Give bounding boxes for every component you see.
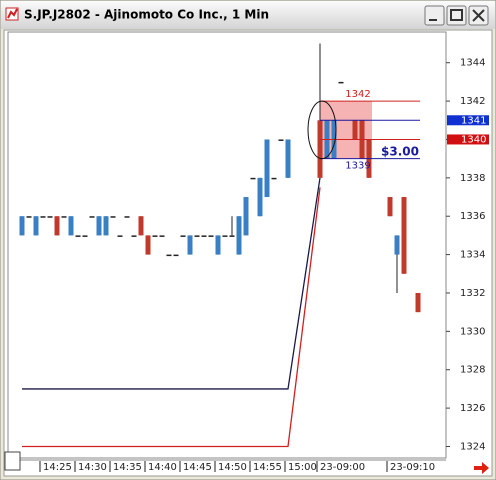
candle-body bbox=[243, 197, 249, 236]
candle-body bbox=[152, 235, 158, 237]
app-icon bbox=[5, 7, 19, 21]
candle-body bbox=[33, 216, 39, 236]
y-tick-label: 1324 bbox=[460, 441, 485, 452]
candle-body bbox=[82, 235, 88, 237]
candle-body bbox=[68, 216, 74, 236]
title-bar bbox=[1, 1, 495, 29]
candle-body bbox=[264, 139, 270, 198]
y-tick-label: 1344 bbox=[460, 58, 485, 69]
x-tick-label: 14:30 bbox=[78, 462, 107, 473]
y-tick-label: 1338 bbox=[460, 173, 485, 184]
candle-body bbox=[145, 235, 151, 255]
indicator-line bbox=[22, 177, 321, 390]
minimize-button[interactable] bbox=[424, 5, 445, 26]
x-tick-label: 23-09:10 bbox=[390, 462, 435, 473]
maximize-button[interactable] bbox=[446, 5, 467, 26]
x-tick-label: 14:25 bbox=[43, 462, 72, 473]
candle-body bbox=[338, 81, 344, 84]
candle-body bbox=[159, 235, 165, 237]
candle-body bbox=[415, 292, 421, 313]
x-tick-label: 14:40 bbox=[148, 462, 177, 473]
candle-body bbox=[229, 235, 235, 237]
candle-body bbox=[124, 216, 130, 218]
y-tick-label: 1334 bbox=[460, 250, 485, 261]
candle-body bbox=[166, 254, 172, 257]
candle-body bbox=[278, 139, 284, 141]
candle-body bbox=[208, 235, 214, 237]
candle-body bbox=[387, 197, 393, 217]
candle-body bbox=[75, 235, 81, 237]
candle-body bbox=[187, 235, 193, 255]
x-tick-label: 14:35 bbox=[113, 462, 142, 473]
candle-body bbox=[236, 216, 242, 255]
candle-body bbox=[194, 235, 200, 237]
candle-body bbox=[173, 254, 179, 257]
y-tick-label: 1332 bbox=[460, 288, 485, 299]
price-marker-label: 1340 bbox=[461, 134, 486, 145]
x-tick-label: 23-09:00 bbox=[320, 462, 365, 473]
price-marker bbox=[447, 115, 489, 126]
y-tick-label: 1336 bbox=[460, 211, 485, 222]
candle-body bbox=[61, 216, 67, 218]
x-tick-label: 14:45 bbox=[183, 462, 212, 473]
order-label: 1339 bbox=[345, 161, 370, 172]
candle-body bbox=[40, 216, 46, 218]
indicator-line bbox=[22, 187, 321, 448]
price-marker bbox=[447, 134, 489, 145]
x-tick-label: 14:55 bbox=[253, 462, 282, 473]
candle-body bbox=[47, 216, 53, 218]
candle-body bbox=[54, 216, 60, 236]
y-tick-label: 1326 bbox=[460, 403, 485, 414]
scroll-box[interactable] bbox=[4, 451, 21, 471]
candle-body bbox=[110, 216, 116, 218]
candle-body bbox=[317, 120, 323, 178]
candle-body bbox=[103, 216, 109, 236]
candle-body bbox=[352, 120, 358, 140]
close-button[interactable] bbox=[468, 5, 489, 26]
scroll-right-arrow[interactable] bbox=[474, 462, 489, 474]
order-label: 1342 bbox=[345, 89, 370, 100]
candle-body bbox=[201, 235, 207, 237]
candle-body bbox=[180, 235, 186, 237]
candle-body bbox=[394, 235, 400, 255]
candle-body bbox=[138, 216, 144, 236]
window-title: S.JP.J2802 - Ajinomoto Co Inc., 1 Min bbox=[24, 8, 269, 22]
selection-ellipse bbox=[307, 100, 337, 160]
candle-body bbox=[117, 235, 123, 237]
candle-body bbox=[215, 235, 221, 255]
candle-body bbox=[26, 216, 32, 218]
y-tick-label: 1342 bbox=[460, 96, 485, 107]
candle-body bbox=[401, 197, 407, 274]
candle-body bbox=[271, 177, 277, 180]
x-tick-label: 15:00 bbox=[288, 462, 317, 473]
candle-body bbox=[257, 177, 263, 217]
y-tick-label: 1330 bbox=[460, 326, 485, 337]
candle-body bbox=[89, 216, 95, 218]
candle-body bbox=[131, 235, 137, 237]
spread-label: $3.00 bbox=[381, 145, 419, 159]
candle-body bbox=[250, 177, 256, 180]
y-tick-label: 1328 bbox=[460, 365, 485, 376]
candle-body bbox=[96, 216, 102, 236]
candle-body bbox=[222, 235, 228, 237]
candle-body bbox=[19, 216, 25, 236]
price-marker-label: 1341 bbox=[461, 115, 486, 126]
candle-body bbox=[285, 139, 291, 178]
plot-area bbox=[7, 31, 447, 459]
x-tick-label: 14:50 bbox=[218, 462, 247, 473]
